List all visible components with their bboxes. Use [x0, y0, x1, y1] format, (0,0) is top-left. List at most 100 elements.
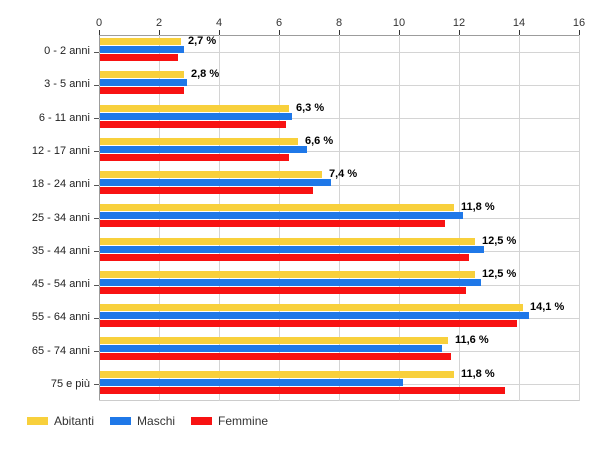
bar-abitanti: [100, 71, 184, 79]
x-tick-label: 16: [572, 17, 586, 29]
bar-maschi: [100, 278, 481, 286]
bar-femmine: [100, 386, 505, 394]
x-tick-mark: [159, 30, 160, 35]
bar-abitanti: [100, 237, 475, 245]
bar-maschi: [100, 312, 529, 320]
bar-abitanti: [100, 104, 289, 112]
bar-maschi: [100, 145, 307, 153]
y-category-label: 3 - 5 anni: [44, 78, 90, 91]
bar-maschi: [100, 212, 463, 220]
bar-femmine: [100, 286, 466, 294]
x-tick-label: 2: [155, 17, 163, 29]
value-label: 14,1 %: [530, 301, 565, 314]
x-tick-mark: [279, 30, 280, 35]
x-tick-mark: [579, 30, 580, 35]
y-category-label: 65 - 74 anni: [31, 344, 90, 357]
value-label: 6,6 %: [305, 134, 334, 147]
y-axis: 0 - 2 anni 3 - 5 anni 6 - 11 anni 12 - 17 a…: [0, 35, 99, 401]
bar-femmine: [100, 320, 517, 328]
bar-abitanti: [100, 270, 475, 278]
bar-group: 14,1 %: [100, 301, 579, 334]
x-tick-label: 6: [275, 17, 283, 29]
y-category-label: 18 - 24 anni: [31, 178, 90, 191]
bar-maschi: [100, 112, 292, 120]
x-tick-label: 8: [335, 17, 343, 29]
bar-femmine: [100, 353, 451, 361]
y-tick-mark: [94, 218, 99, 219]
y-category-label: 75 e più: [50, 377, 90, 390]
x-tick-mark: [519, 30, 520, 35]
bar-abitanti: [100, 137, 298, 145]
bar-group: 2,8 %: [100, 68, 579, 101]
maschi-color-swatch: [110, 417, 132, 425]
y-tick-mark: [94, 284, 99, 286]
y-category-label: 6 - 11 anni: [38, 111, 90, 124]
bar-abitanti: [100, 304, 523, 312]
legend-item-femmine: Femmine: [191, 414, 268, 428]
bar-femmine: [100, 120, 286, 128]
h-gridline: [99, 51, 579, 53]
legend-item-abitanti: Abitanti: [27, 414, 94, 428]
bar-abitanti: [100, 370, 454, 378]
bar-femmine: [100, 153, 289, 161]
y-tick-mark: [94, 51, 99, 53]
y-tick-mark: [94, 184, 99, 186]
x-tick-mark: [99, 30, 100, 35]
abitanti-color-swatch: [27, 417, 48, 425]
value-label: 2,8 %: [191, 68, 220, 81]
y-tick-mark: [94, 317, 99, 319]
y-tick-mark: [94, 384, 99, 386]
bar-femmine: [100, 187, 313, 195]
v-gridline: [579, 35, 580, 401]
h-gridline: [99, 118, 579, 120]
value-label: 2,7 %: [188, 35, 217, 47]
y-tick-mark: [94, 351, 99, 353]
legend-label-maschi: Maschi: [137, 414, 176, 428]
y-category-label: 12 - 17 anni: [31, 144, 90, 157]
value-label: 12,5 %: [482, 267, 517, 280]
x-tick-label: 0: [95, 17, 103, 29]
bar-maschi: [100, 378, 403, 386]
legend-item-maschi: Maschi: [110, 414, 175, 428]
value-label: 11,8 %: [461, 201, 495, 214]
value-label: 11,6 %: [455, 334, 489, 347]
y-category-label: 45 - 54 anni: [31, 278, 90, 291]
bar-group: 11,8 %: [100, 368, 579, 401]
bar-group: 2,7 %: [100, 35, 579, 68]
x-tick-label: 14: [512, 17, 526, 29]
x-tick-mark: [399, 30, 400, 35]
bar-maschi: [100, 345, 442, 353]
x-tick-label: 10: [392, 17, 406, 29]
value-label: 12,5 %: [482, 234, 517, 247]
femmine-color-swatch: [191, 417, 213, 425]
bar-abitanti: [100, 171, 322, 179]
x-tick-label: 12: [452, 17, 466, 29]
legend-label-femmine: Femmine: [218, 414, 269, 428]
bar-abitanti: [100, 38, 181, 45]
bar-abitanti: [100, 204, 454, 212]
x-tick-mark: [459, 30, 460, 35]
bar-femmine: [100, 253, 469, 261]
plot-area: 2,7 % 2,8 % 6,3 % 6,6 % 7,4 % 11,8 % 12,5 % 12,…: [99, 35, 580, 401]
bar-femmine: [100, 54, 178, 61]
y-category-label: 55 - 64 anni: [31, 311, 90, 324]
x-tick-mark: [219, 30, 220, 35]
legend: Abitanti Maschi Femmine: [27, 414, 284, 428]
bar-maschi: [100, 46, 184, 53]
value-label: 7,4 %: [329, 168, 358, 181]
h-gridline: [99, 184, 579, 186]
bar-group: 6,3 %: [100, 102, 579, 135]
bar-group: 7,4 %: [100, 168, 579, 201]
y-category-label: 25 - 34 anni: [31, 211, 90, 224]
y-category-label: 35 - 44 anni: [31, 244, 90, 257]
h-gridline: [99, 151, 579, 153]
value-label: 11,8 %: [461, 367, 495, 380]
h-gridline: [99, 84, 579, 86]
x-axis: 0 2 4 6 8 10 12 14 16: [96, 0, 585, 35]
y-tick-mark: [94, 151, 99, 153]
y-tick-mark: [94, 251, 99, 253]
bar-group: 12,5 %: [100, 235, 579, 268]
bar-group: 6,6 %: [100, 135, 579, 168]
legend-label-abitanti: Abitanti: [54, 414, 95, 428]
y-category-label: 0 - 2 anni: [44, 45, 90, 58]
